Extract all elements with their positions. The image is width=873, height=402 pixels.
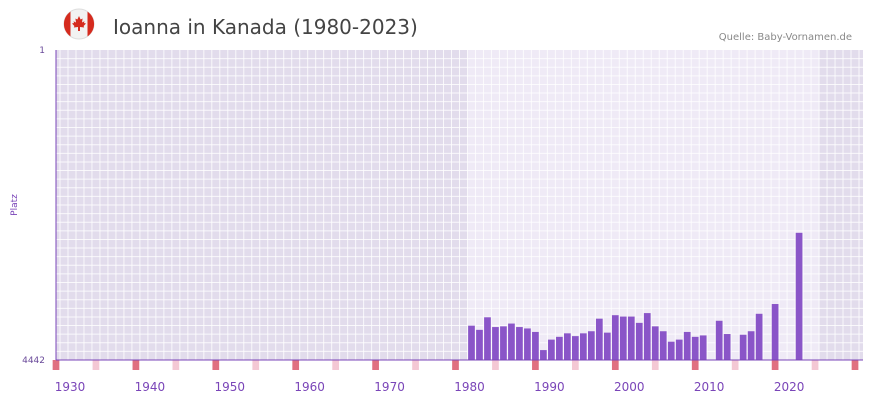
x-tick-label: 1990 [534,380,565,394]
year-marker [492,360,499,370]
bar [683,331,691,360]
bar [747,331,755,360]
bar [476,329,483,360]
x-tick-label: 1930 [55,380,86,394]
bar [627,316,635,360]
bar [611,315,619,360]
bar [572,336,579,360]
year-marker [771,360,779,370]
bar [468,325,475,360]
year-marker [532,360,539,370]
year-marker [132,360,140,370]
year-marker [212,360,220,370]
bar [508,323,515,360]
bar [619,316,627,360]
year-marker [851,360,859,370]
x-tick-label: 2020 [774,380,805,394]
bar [635,322,643,360]
bar [795,232,803,360]
source-credit: Quelle: Baby-Vornamen.de [719,32,852,43]
y-tick-label-top: 1 [39,46,45,56]
bar [579,333,587,360]
year-marker [92,360,100,370]
x-tick-label: 1960 [294,380,325,394]
year-marker [651,360,659,370]
bar [540,350,547,360]
year-marker [412,360,419,370]
bar [739,334,747,360]
year-marker [811,360,819,370]
x-tick-label: 1980 [454,380,485,394]
year-marker [292,360,300,370]
bar [524,328,531,360]
bar [587,331,595,360]
x-tick-label: 1950 [215,380,246,394]
year-marker [172,360,180,370]
x-tick-label: 2010 [694,380,725,394]
bar [516,327,523,360]
bar [603,332,611,360]
year-marker [52,360,60,370]
bar [755,313,763,360]
bar [651,326,659,360]
bar [548,339,555,360]
y-tick-label-bottom: 4442 [22,356,45,366]
year-marker [332,360,340,370]
year-marker [372,360,379,370]
x-tick-label: 1940 [135,380,166,394]
bar [556,336,563,360]
bar [667,341,675,360]
year-marker [691,360,699,370]
bar-series [468,232,803,360]
bar [484,317,491,360]
bar [723,334,731,360]
year-marker [611,360,619,370]
canada-flag-icon [63,8,95,40]
bar [659,331,667,360]
bar [532,331,539,360]
x-tick-label: 1970 [374,380,405,394]
y-axis-label: Platz [10,194,20,216]
bar [699,335,707,360]
bar [643,313,651,360]
bar [691,336,699,360]
bar [675,339,683,360]
year-marker [572,360,579,370]
year-marker [452,360,459,370]
year-markers [52,360,859,370]
bar [715,320,723,360]
bar [771,304,779,360]
year-marker [252,360,260,370]
x-tick-label: 2000 [614,380,645,394]
bar [564,333,571,360]
year-marker [731,360,739,370]
bar [595,318,603,360]
page-title: Ioanna in Kanada (1980-2023) [113,15,418,39]
bar [492,327,499,360]
bar [500,326,507,360]
x-tick-labels: 1930 1940 1950 1960 1970 1980 1990 2000 2010 2020 [55,380,805,394]
plot-grid [56,50,863,360]
